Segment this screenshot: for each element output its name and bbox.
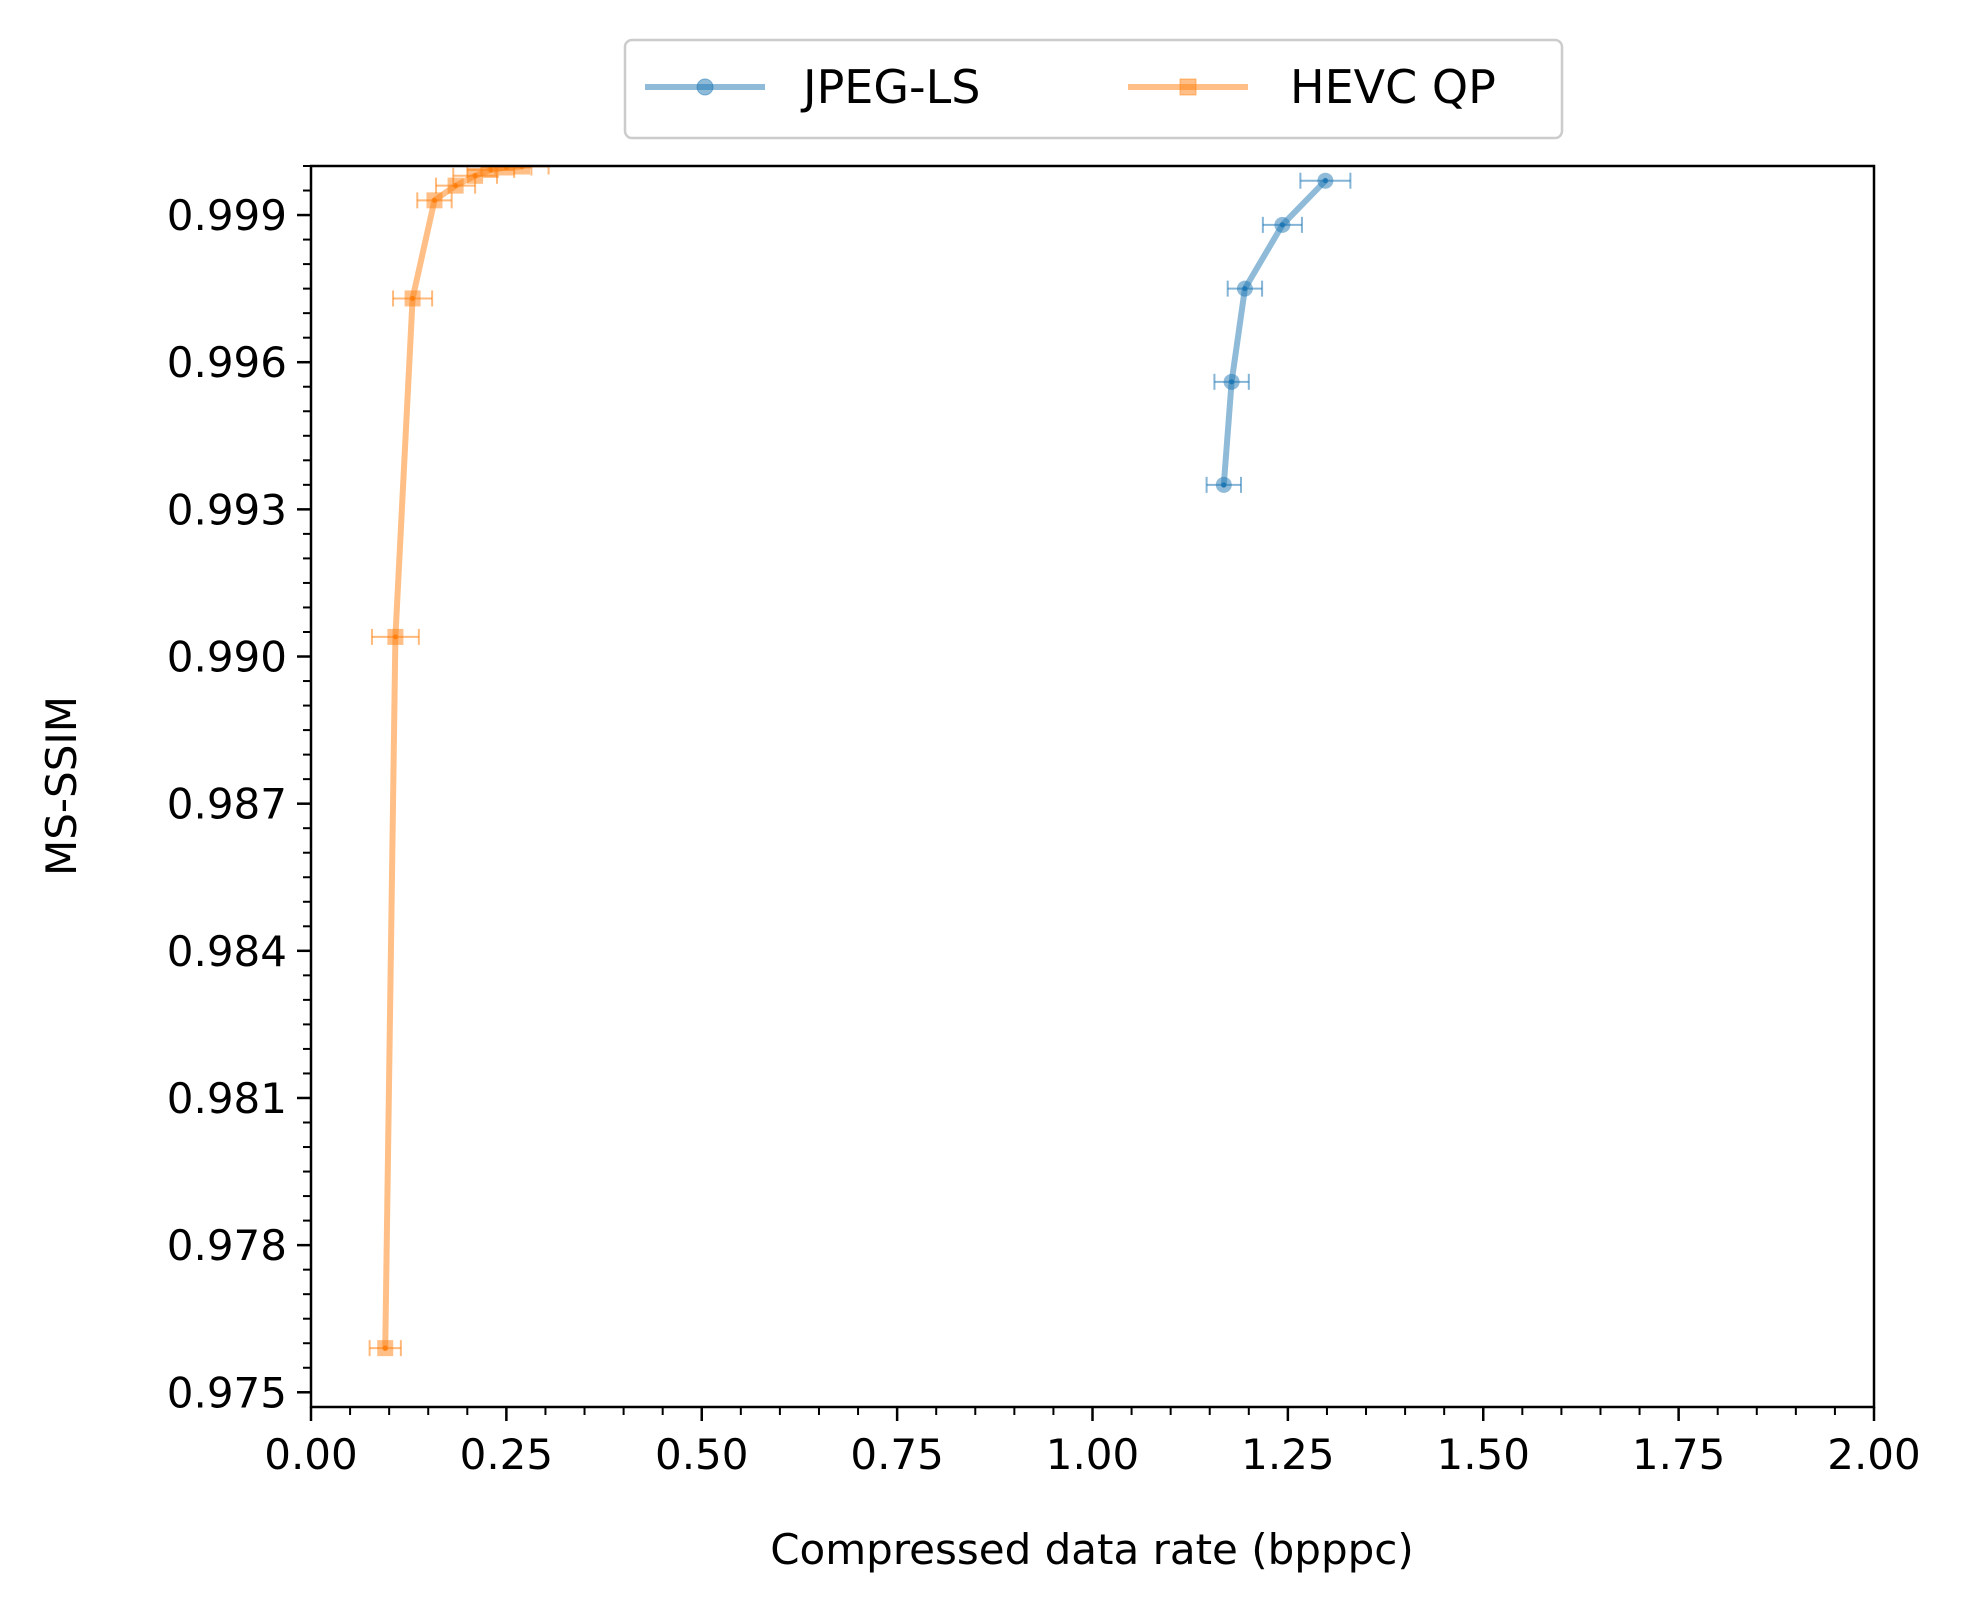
x-tick-label: 1.00 xyxy=(1046,1430,1140,1479)
x-tick-label: 1.25 xyxy=(1241,1430,1335,1479)
x-axis-label: Compressed data rate (bpppc) xyxy=(770,1525,1414,1574)
legend: JPEG-LS HEVC QP xyxy=(623,38,1564,140)
y-tick-label: 0.984 xyxy=(167,927,287,976)
data-point-center xyxy=(453,183,459,189)
y-tick-label: 0.996 xyxy=(167,338,287,387)
data-point-center xyxy=(431,197,437,203)
data-point-center xyxy=(1279,222,1285,228)
data-point-center xyxy=(392,634,398,640)
y-axis-label: MS-SSIM xyxy=(37,696,86,876)
legend-label-hevc-qp: HEVC QP xyxy=(1290,60,1496,114)
series-layer xyxy=(368,166,1352,1357)
x-tick-label: 1.50 xyxy=(1436,1430,1530,1479)
y-tick-label: 0.993 xyxy=(167,485,287,534)
y-tick-label: 0.987 xyxy=(167,780,287,829)
series-hevc-qp xyxy=(368,166,550,1357)
x-axis: 0.00 0.25 0.50 0.75 1.00 1.25 1.50 1.75 2.00 xyxy=(264,1407,1921,1479)
y-tick-label: 0.975 xyxy=(167,1368,287,1417)
series-jpeg-ls xyxy=(1205,172,1352,493)
data-point-center xyxy=(1242,286,1248,292)
x-tick-label: 0.50 xyxy=(655,1430,749,1479)
data-point-center xyxy=(488,167,494,173)
y-tick-label: 0.999 xyxy=(167,191,287,240)
data-point xyxy=(498,166,515,176)
legend-label-jpeg-ls: JPEG-LS xyxy=(800,60,980,114)
y-tick-label: 0.978 xyxy=(167,1221,287,1270)
legend-marker-hevc-qp xyxy=(1179,78,1197,96)
x-tick-label: 0.00 xyxy=(264,1430,358,1479)
legend-frame xyxy=(623,38,1564,140)
data-point-center xyxy=(1322,178,1328,184)
y-axis: 0.975 0.978 0.981 0.984 0.987 0.990 0.993 0.996… xyxy=(167,165,311,1417)
data-point xyxy=(514,166,531,175)
data-point-center xyxy=(410,295,416,301)
y-tick-label: 0.990 xyxy=(167,633,287,682)
x-tick-label: 0.75 xyxy=(850,1430,944,1479)
data-point-center xyxy=(382,1345,388,1351)
x-tick-label: 1.75 xyxy=(1632,1430,1726,1479)
x-tick-label: 0.25 xyxy=(460,1430,554,1479)
data-point-center xyxy=(1229,379,1235,385)
data-point-center xyxy=(472,173,478,179)
x-tick-label: 2.00 xyxy=(1827,1430,1921,1479)
y-tick-label: 0.981 xyxy=(167,1074,287,1123)
data-point-center xyxy=(1221,482,1227,488)
legend-marker-jpeg-ls xyxy=(696,78,714,96)
